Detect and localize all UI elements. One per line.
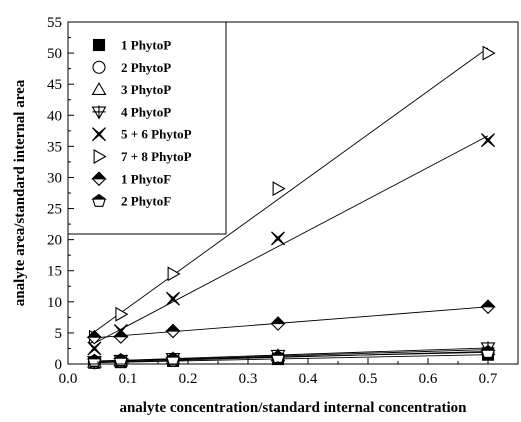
y-tick-label: 50 (47, 46, 62, 62)
x-tick-label: 0.4 (299, 371, 318, 387)
legend-label-4-phytop: 4 PhytoP (121, 104, 171, 119)
legend-label-5-6-phytop: 5 + 6 PhytoP (121, 127, 192, 142)
data-point-2-phytof (86, 353, 103, 367)
y-tick-label: 20 (47, 233, 62, 249)
y-tick-label: 45 (47, 77, 62, 93)
x-tick-label: 0.6 (419, 371, 438, 387)
data-point-1-phytof (86, 329, 103, 345)
data-markers (86, 45, 496, 370)
data-point-5-6-phytop (271, 231, 285, 246)
fit-line-7-8-phytop (94, 47, 489, 333)
data-point-2-phytof (270, 349, 286, 363)
data-point-1-phytof (165, 323, 181, 339)
x-tick-label: 0.7 (479, 371, 498, 387)
data-point-2-phytof (112, 353, 129, 367)
x-tick-label: 0.3 (239, 371, 258, 387)
legend-marker-7-8-phytop (93, 149, 107, 164)
data-point-5-6-phytop (87, 341, 102, 356)
y-axis-title: analyte area/standard internal area (12, 79, 28, 306)
x-tick-label: 0.5 (359, 371, 378, 387)
legend-marker-2-phytof (91, 193, 107, 207)
legend-marker-1-phytof (91, 171, 107, 187)
x-axis: 0.0 0.1 0.2 0.3 0.4 0.5 0.6 0.7 (59, 358, 498, 387)
y-tick-label: 40 (47, 108, 62, 124)
x-tick-label: 0.1 (119, 371, 138, 387)
data-point-5-6-phytop (481, 133, 495, 148)
y-tick-label: 15 (47, 264, 62, 280)
data-point-7-8-phytop (272, 181, 286, 197)
y-tick-label: 10 (47, 295, 62, 311)
y-tick-label: 25 (47, 202, 62, 218)
data-point-1-phytof (112, 329, 129, 344)
y-axis: 0 5 10 15 20 25 30 35 40 45 50 55 (47, 15, 74, 373)
data-point-1-phytof (480, 299, 496, 315)
legend-label-2-phytof: 2 PhytoF (121, 194, 171, 209)
y-tick-label: 35 (47, 139, 62, 155)
x-axis-title: analyte concentration/standard internal … (119, 400, 467, 416)
legend: 1 PhytoP 2 PhytoP 3 PhytoP 4 PhytoP 5 + 6 Ph… (91, 38, 192, 209)
fit-line-1-phytof (94, 306, 489, 339)
data-point-5-6-phytop (166, 291, 180, 306)
legend-marker-2-phytop (92, 60, 106, 74)
legend-marker-1-phytop (92, 38, 106, 52)
fit-lines (94, 47, 489, 364)
y-tick-label: 5 (55, 326, 63, 342)
data-point-7-8-phytop (167, 266, 181, 282)
data-point-7-8-phytop (115, 306, 129, 322)
y-tick-label: 30 (47, 170, 62, 186)
fit-line-5-6-phytop (94, 135, 489, 344)
y-tick-label: 0 (55, 357, 63, 373)
fit-line-2-phytof (94, 351, 489, 362)
legend-label-3-phytop: 3 PhytoP (121, 82, 171, 97)
legend-label-1-phytop: 1 PhytoP (121, 38, 171, 53)
legend-label-7-8-phytop: 7 + 8 PhytoP (121, 149, 192, 164)
legend-label-1-phytof: 1 PhytoF (121, 171, 171, 186)
data-point-1-phytof (270, 316, 286, 331)
legend-marker-3-phytop (91, 81, 107, 96)
y-tick-label: 55 (47, 15, 62, 31)
fit-line-1-phytop (94, 354, 489, 364)
x-tick-label: 0.0 (59, 371, 78, 387)
legend-marker-5-6-phytop (92, 127, 106, 142)
data-point-2-phytof (480, 345, 496, 358)
legend-label-2-phytop: 2 PhytoP (121, 60, 171, 75)
x-tick-label: 0.2 (179, 371, 198, 387)
data-point-7-8-phytop (482, 45, 496, 61)
legend-marker-4-phytop (91, 105, 107, 120)
